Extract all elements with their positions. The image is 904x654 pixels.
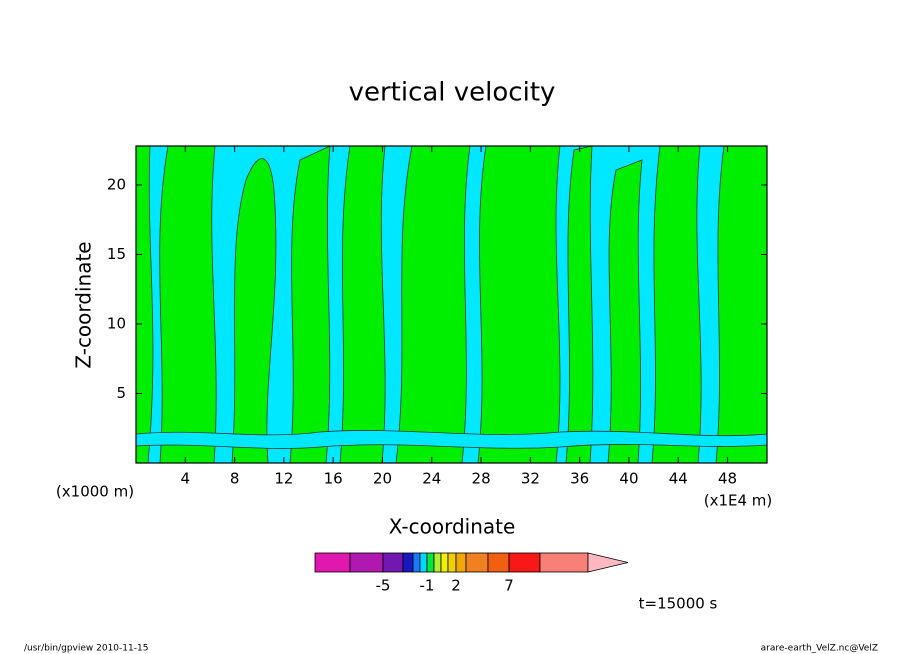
x-tick-label: 32 [521, 470, 540, 488]
plume [607, 159, 643, 464]
footer-left: /usr/bin/gpview 2010-11-15 [24, 644, 148, 654]
y-tick-label: 10 [107, 314, 126, 332]
colorbar-segment [487, 552, 510, 573]
y-unit: (x1000 m) [56, 483, 134, 501]
x-tick-label: 48 [718, 470, 737, 488]
colorbar-segment [447, 552, 457, 573]
x-tick-label: 28 [472, 470, 491, 488]
plume [135, 145, 154, 464]
plume [477, 145, 561, 464]
plume [395, 145, 471, 464]
y-axis-title: Z-coordinate [72, 241, 96, 368]
x-tick-label: 36 [570, 470, 589, 488]
plot-frame [135, 145, 768, 464]
x-tick-label: 44 [669, 470, 688, 488]
colorbar-label: 7 [504, 577, 514, 595]
colorbar-segment [412, 552, 421, 573]
colorbar-segment [426, 552, 435, 573]
colorbar-segment [402, 552, 414, 573]
plume [651, 145, 702, 464]
colorbar-segment [382, 552, 404, 573]
x-tick-label: 40 [619, 470, 638, 488]
plume [159, 145, 217, 464]
colorbar-segment [465, 552, 489, 573]
x-tick-label: 20 [373, 470, 392, 488]
footer-right: arare-earth_VelZ.nc@VelZ [761, 644, 878, 654]
y-tick-label: 20 [107, 175, 126, 193]
plume [715, 145, 768, 464]
x-tick-label: 12 [274, 470, 293, 488]
colorbar-extension [587, 552, 629, 573]
x-axis-title: X-coordinate [389, 515, 516, 539]
x-tick-label: 16 [324, 470, 343, 488]
y-tick-label: 5 [116, 384, 126, 402]
colorbar-segment [508, 552, 541, 573]
colorbar-label: -5 [376, 577, 391, 595]
plume [339, 145, 386, 464]
x-tick-label: 4 [181, 470, 191, 488]
colorbar-segment [455, 552, 467, 573]
colorbar-segment [433, 552, 442, 573]
plume [565, 145, 594, 464]
x-unit: (x1E4 m) [704, 492, 773, 510]
colorbar-label: -1 [420, 577, 435, 595]
y-tick-label: 15 [107, 245, 126, 263]
colorbar-label: 2 [451, 577, 461, 595]
time-label: t=15000 s [639, 595, 718, 613]
plume [289, 145, 331, 464]
colorbar-segment [419, 552, 428, 573]
colorbar-segment [440, 552, 449, 573]
colorbar-segment [539, 552, 589, 573]
colorbar-segment [349, 552, 384, 573]
chart-title: vertical velocity [349, 78, 556, 108]
plume [231, 158, 277, 464]
x-tick-label: 24 [422, 470, 441, 488]
colorbar-segment [314, 552, 351, 573]
x-tick-label: 8 [230, 470, 240, 488]
contour-field [135, 145, 768, 464]
